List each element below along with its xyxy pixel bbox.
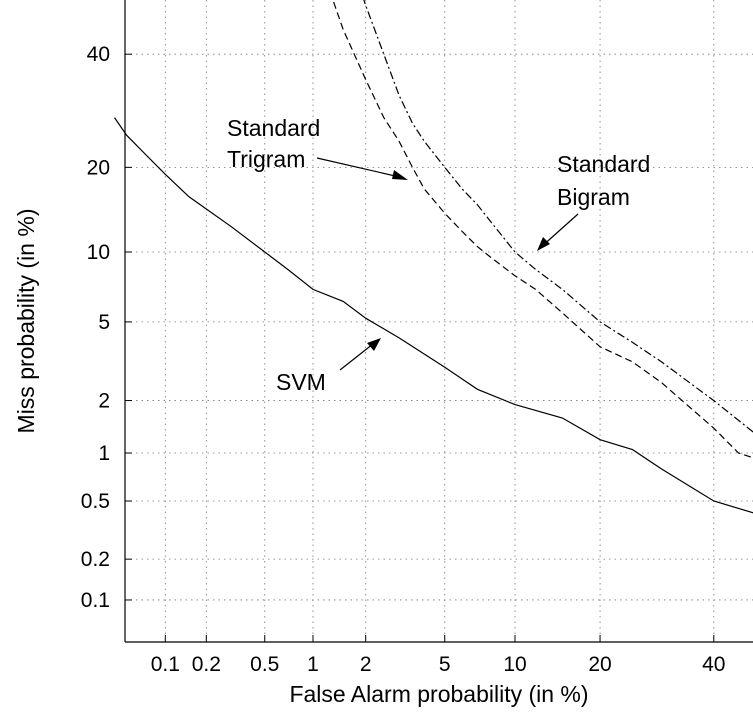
x-tick-label: 20 <box>588 653 611 676</box>
x-tick-label: 0.5 <box>250 653 279 676</box>
annotation-trigram-arrowhead <box>392 170 408 180</box>
x-tick-label: 1 <box>307 653 319 676</box>
x-axis-title: False Alarm probability (in %) <box>289 681 588 707</box>
y-tick-label: 40 <box>87 43 110 66</box>
grid <box>125 0 753 642</box>
y-axis-title: Miss probability (in %) <box>13 209 39 434</box>
annotation-trigram: Standard Trigram <box>227 115 408 180</box>
y-tick-label: 10 <box>87 241 110 264</box>
x-tick-label: 2 <box>360 653 372 676</box>
y-tick-label: 20 <box>87 156 110 179</box>
x-tick-label: 10 <box>503 653 526 676</box>
y-tick-labels: 0.1 0.2 0.5 1 2 5 10 20 40 <box>81 43 132 612</box>
annotation-bigram-arrowhead <box>537 237 550 251</box>
axes <box>124 0 753 643</box>
series-group <box>114 0 753 514</box>
annotation-trigram-arrow <box>316 157 405 179</box>
annotation-bigram: Standard Bigram <box>537 151 650 251</box>
x-tick-label: 40 <box>702 653 725 676</box>
y-tick-label: 0.1 <box>81 589 110 612</box>
y-tick-label: 1 <box>98 442 110 465</box>
annotation-svm-label: SVM <box>276 369 326 395</box>
x-tick-labels: 0.1 0.2 0.5 1 2 5 10 20 40 <box>151 635 725 676</box>
y-tick-label: 2 <box>98 390 110 413</box>
annotation-svm-arrowhead <box>367 338 381 351</box>
y-tick-label: 5 <box>98 311 110 334</box>
x-tick-label: 0.1 <box>151 653 180 676</box>
series-line-standard-trigram <box>332 0 753 459</box>
x-tick-label: 0.2 <box>192 653 221 676</box>
annotation-trigram-line1: Standard <box>227 115 320 141</box>
series-line-standard-bigram <box>363 0 753 433</box>
y-tick-label: 0.5 <box>81 490 110 513</box>
series-line-svm <box>114 117 753 514</box>
y-tick-label: 0.2 <box>81 548 110 571</box>
x-tick-label: 5 <box>439 653 451 676</box>
annotation-bigram-line2: Bigram <box>557 184 630 210</box>
annotation-svm: SVM <box>276 338 381 395</box>
annotation-bigram-line1: Standard <box>557 151 650 177</box>
annotation-trigram-line2: Trigram <box>227 146 305 172</box>
